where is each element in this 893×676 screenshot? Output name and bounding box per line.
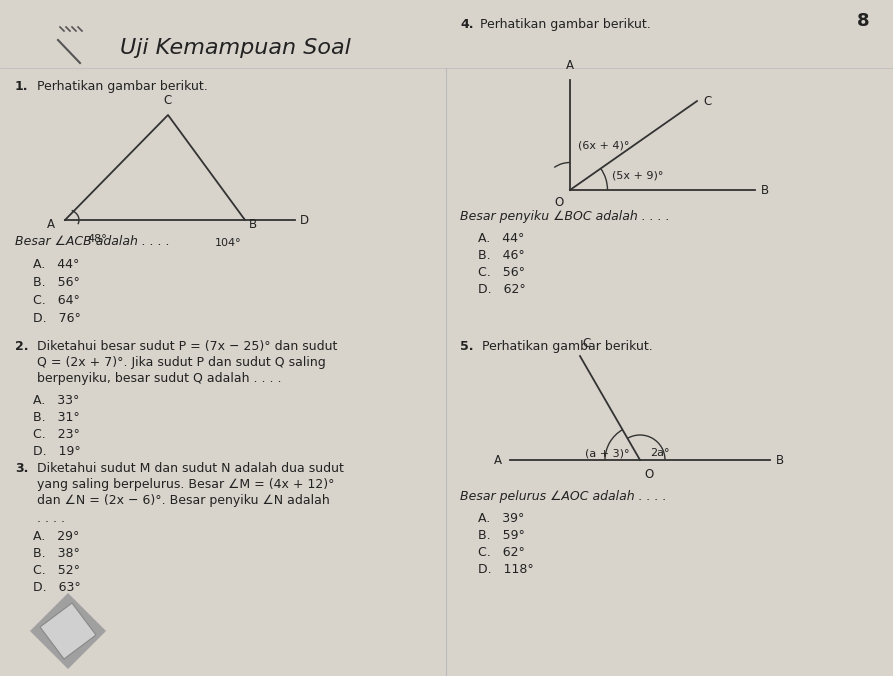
Text: B: B (776, 454, 784, 466)
Text: D.   62°: D. 62° (478, 283, 526, 296)
Text: B.   38°: B. 38° (33, 547, 79, 560)
Text: Besar penyiku ∠BOC adalah . . . .: Besar penyiku ∠BOC adalah . . . . (460, 210, 670, 223)
Text: A.   39°: A. 39° (478, 512, 524, 525)
Text: B.   56°: B. 56° (33, 276, 79, 289)
Text: D.   19°: D. 19° (33, 445, 80, 458)
Text: Besar pelurus ∠AOC adalah . . . .: Besar pelurus ∠AOC adalah . . . . (460, 490, 667, 503)
Text: Q = (2x + 7)°. Jika sudut P dan sudut Q saling: Q = (2x + 7)°. Jika sudut P dan sudut Q … (37, 356, 326, 369)
Text: A: A (47, 218, 55, 231)
Text: dan ∠N = (2x − 6)°. Besar penyiku ∠N adalah: dan ∠N = (2x − 6)°. Besar penyiku ∠N ada… (37, 494, 330, 507)
Text: 5.: 5. (460, 340, 473, 353)
Text: Perhatikan gambar berikut.: Perhatikan gambar berikut. (37, 80, 208, 93)
Text: C.   56°: C. 56° (478, 266, 525, 279)
Text: C.   62°: C. 62° (478, 546, 525, 559)
Text: Perhatikan gambar berikut.: Perhatikan gambar berikut. (482, 340, 653, 353)
Text: 1.: 1. (15, 80, 29, 93)
Text: B.   31°: B. 31° (33, 411, 79, 424)
Text: A: A (566, 59, 574, 72)
Text: D.   118°: D. 118° (478, 563, 534, 576)
Text: (5x + 9)°: (5x + 9)° (612, 171, 663, 181)
Text: B: B (249, 218, 257, 231)
Text: B: B (761, 183, 769, 197)
Text: yang saling berpelurus. Besar ∠M = (4x + 12)°: yang saling berpelurus. Besar ∠M = (4x +… (37, 478, 335, 491)
Text: Besar ∠ACB adalah . . . .: Besar ∠ACB adalah . . . . (15, 235, 170, 248)
Text: Uji Kemampuan Soal: Uji Kemampuan Soal (120, 38, 351, 58)
Text: 2a°: 2a° (650, 448, 670, 458)
Text: D.   63°: D. 63° (33, 581, 80, 594)
Text: berpenyiku, besar sudut Q adalah . . . .: berpenyiku, besar sudut Q adalah . . . . (37, 372, 281, 385)
Text: D.   76°: D. 76° (33, 312, 81, 325)
Text: A.   29°: A. 29° (33, 530, 79, 543)
Text: C: C (582, 337, 590, 350)
Text: Diketahui sudut M dan sudut N adalah dua sudut: Diketahui sudut M dan sudut N adalah dua… (37, 462, 344, 475)
Text: D: D (300, 214, 309, 226)
Text: O: O (555, 196, 564, 209)
Text: A.   44°: A. 44° (478, 232, 524, 245)
Text: C.   23°: C. 23° (33, 428, 79, 441)
Text: A: A (494, 454, 502, 466)
Text: C.   64°: C. 64° (33, 294, 79, 307)
Text: C: C (164, 94, 172, 107)
Text: 104°: 104° (215, 238, 242, 248)
Polygon shape (40, 603, 96, 659)
Text: 48°: 48° (87, 234, 107, 244)
Text: A.   33°: A. 33° (33, 394, 79, 407)
Text: A.   44°: A. 44° (33, 258, 79, 271)
Text: 3.: 3. (15, 462, 29, 475)
Text: . . . .: . . . . (37, 512, 65, 525)
Text: O: O (644, 468, 654, 481)
Text: Perhatikan gambar berikut.: Perhatikan gambar berikut. (480, 18, 651, 31)
Text: (a + 3)°: (a + 3)° (585, 448, 630, 458)
Text: Diketahui besar sudut P = (7x − 25)° dan sudut: Diketahui besar sudut P = (7x − 25)° dan… (37, 340, 338, 353)
Text: C.   52°: C. 52° (33, 564, 80, 577)
Text: 4.: 4. (460, 18, 473, 31)
Text: B.   46°: B. 46° (478, 249, 525, 262)
Text: C: C (703, 95, 711, 107)
Text: 8: 8 (857, 12, 870, 30)
Polygon shape (30, 593, 106, 669)
Text: 2.: 2. (15, 340, 29, 353)
Text: (6x + 4)°: (6x + 4)° (578, 140, 630, 150)
Text: B.   59°: B. 59° (478, 529, 525, 542)
